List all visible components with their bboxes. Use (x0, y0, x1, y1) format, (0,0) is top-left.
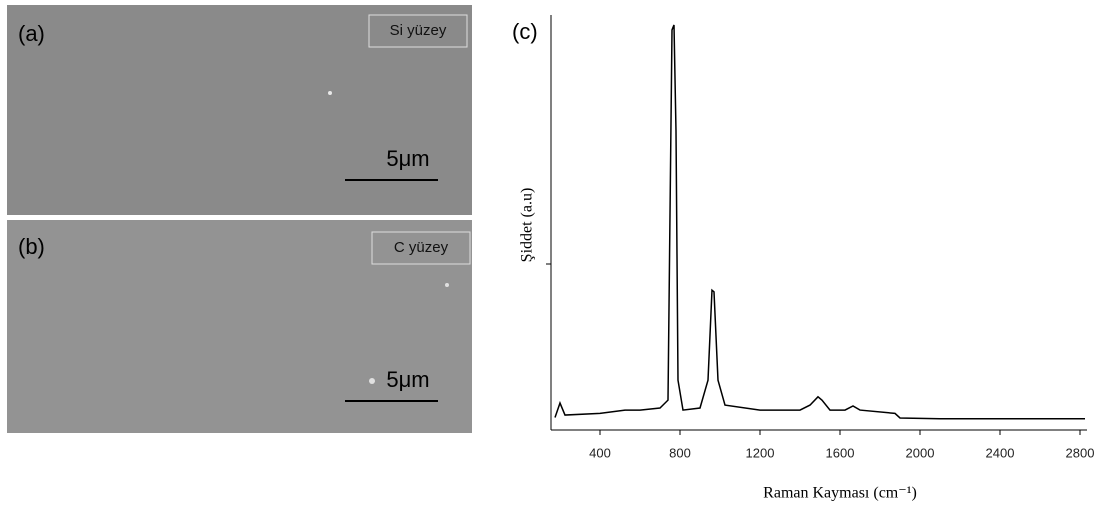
sem-image (7, 220, 472, 433)
x-tick-label: 1200 (746, 445, 775, 460)
x-tick-label: 1600 (826, 445, 855, 460)
x-tick-label: 800 (669, 445, 691, 460)
scale-label: 5μm (386, 146, 429, 171)
scale-label: 5μm (386, 367, 429, 392)
panel-label: (a) (18, 21, 45, 46)
x-tick-label: 2400 (986, 445, 1015, 460)
particle (369, 378, 375, 384)
tag-box (371, 231, 471, 265)
x-tick-label: 2000 (906, 445, 935, 460)
panel-label: (c) (512, 19, 538, 44)
y-axis-title: Şiddet (a.u) (519, 188, 536, 263)
surface-tag: Si yüzey (390, 22, 447, 39)
x-tick-label: 400 (589, 445, 611, 460)
x-axis-title: Raman Kayması (cm⁻¹) (763, 485, 917, 502)
spectrum-line (554, 24, 1085, 420)
surface-tag: C yüzey (394, 239, 449, 256)
particle (328, 91, 332, 95)
tag-box (368, 14, 468, 48)
particle (445, 283, 449, 287)
panel-label: (b) (18, 234, 45, 259)
x-tick-label: 2800 (1066, 445, 1094, 460)
